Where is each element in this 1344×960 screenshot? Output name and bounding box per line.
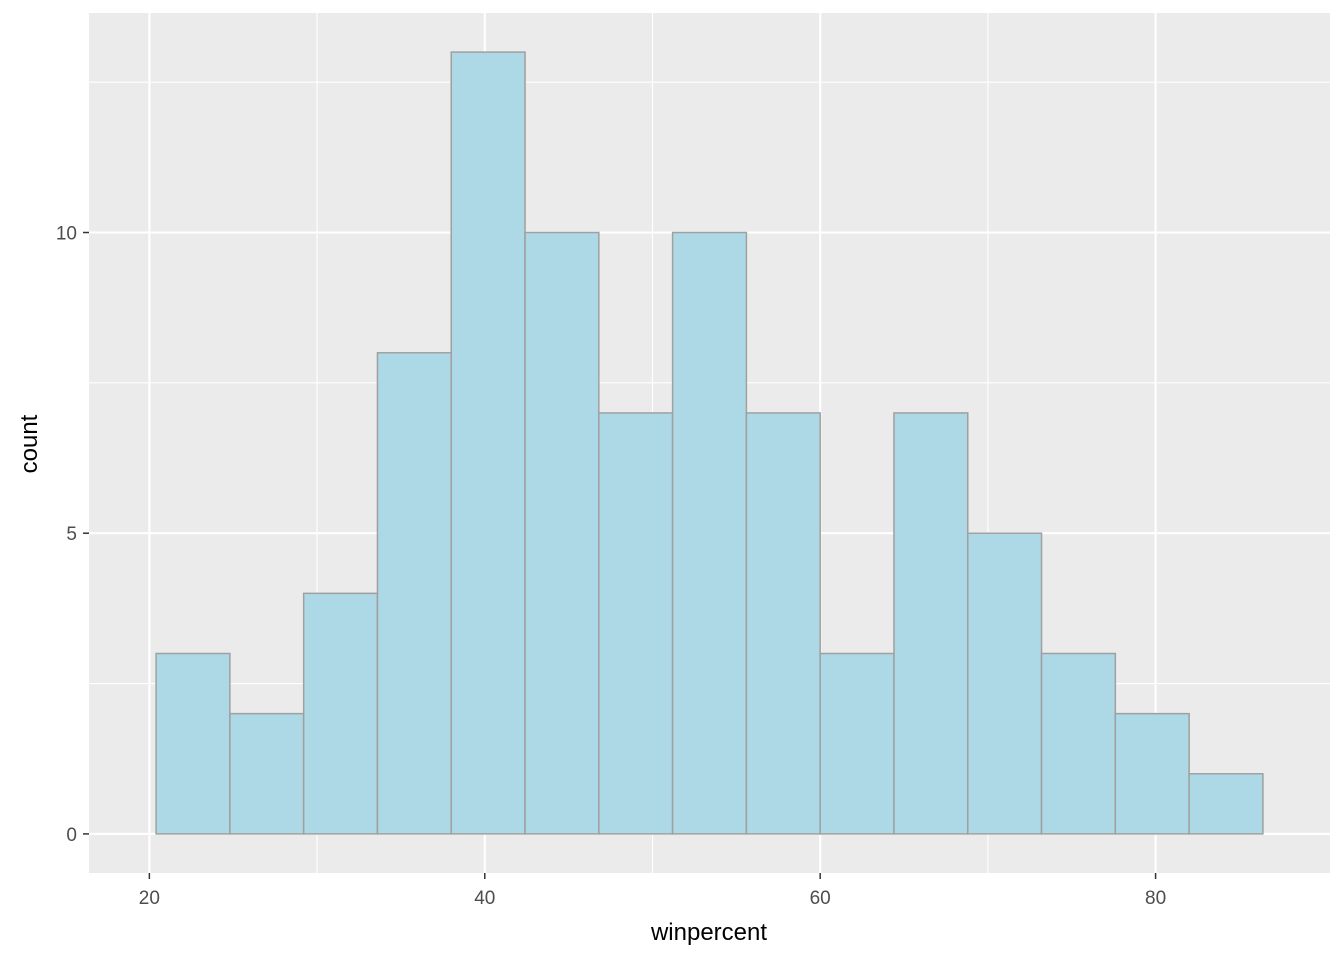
histogram-bar <box>1188 773 1264 835</box>
histogram-bar <box>1114 712 1190 835</box>
x-tick-label: 20 <box>139 888 160 909</box>
histogram-bar <box>671 231 748 835</box>
histogram-bar <box>450 51 526 835</box>
histogram-bar <box>376 352 452 835</box>
x-axis-title: winpercent <box>650 919 767 946</box>
histogram-bar <box>819 652 895 835</box>
y-tick-label: 0 <box>66 825 77 846</box>
histogram-bar <box>967 532 1043 835</box>
histogram-bar <box>302 592 379 835</box>
x-tick-label: 60 <box>810 888 831 909</box>
y-tick-label: 10 <box>56 224 77 245</box>
x-tick-label: 80 <box>1145 888 1166 909</box>
histogram-bar <box>745 412 821 835</box>
histogram-bars <box>155 51 1264 835</box>
x-axis: 20 40 60 80 <box>139 873 1166 909</box>
histogram-bar <box>1040 652 1117 835</box>
histogram-bar <box>229 712 305 835</box>
histogram-bar <box>155 652 231 835</box>
histogram-bar <box>893 412 969 835</box>
x-tick-label: 40 <box>474 888 495 909</box>
histogram-bar <box>598 412 674 835</box>
histogram-bar <box>524 231 600 835</box>
y-axis-title: count <box>16 414 43 473</box>
y-axis: 0 5 10 <box>56 224 89 846</box>
y-tick-label: 5 <box>66 524 77 545</box>
